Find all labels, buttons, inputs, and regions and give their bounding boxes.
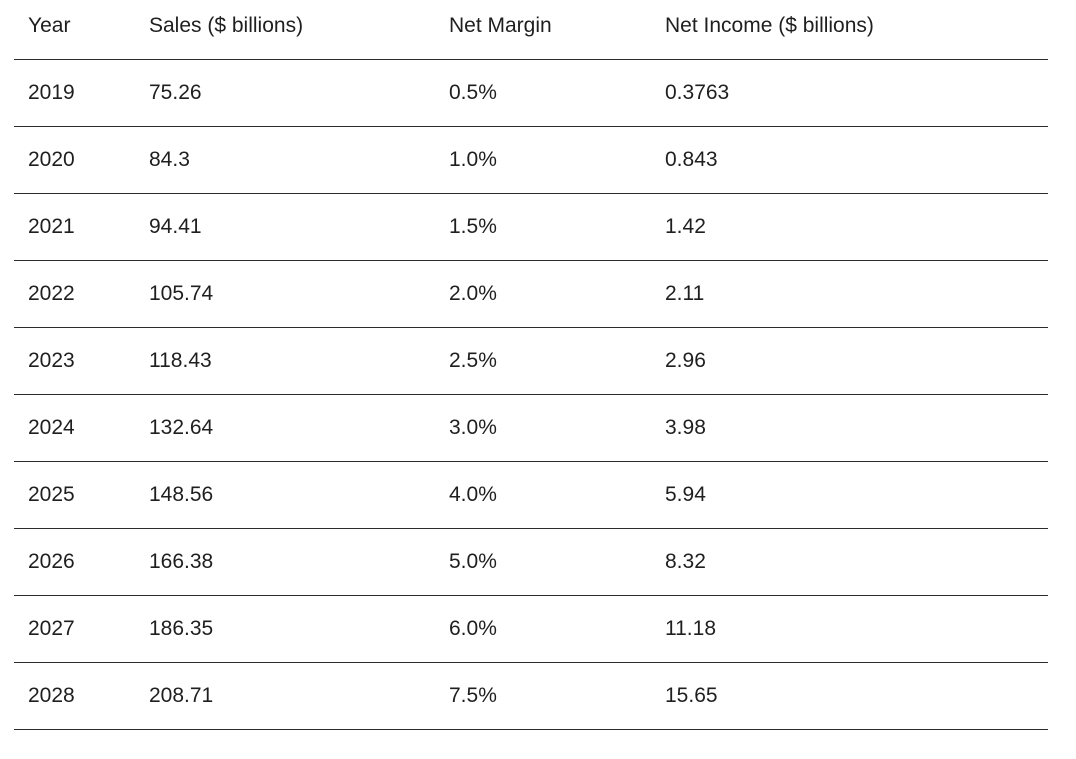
cell-sales: 132.64 [135,394,435,462]
cell-year: 2024 [14,394,135,462]
cell-year: 2022 [14,260,135,328]
header-net-margin: Net Margin [435,0,651,60]
table-row: 2023 118.43 2.5% 2.96 [14,327,1048,395]
cell-year: 2020 [14,126,135,194]
cell-net-income: 8.32 [651,528,1048,596]
cell-net-income: 2.96 [651,327,1048,395]
cell-sales: 94.41 [135,193,435,261]
cell-sales: 208.71 [135,662,435,730]
cell-net-margin: 5.0% [435,528,651,596]
table-header: Year Sales ($ billions) Net Margin Net I… [14,0,1048,60]
cell-net-margin: 6.0% [435,595,651,663]
cell-net-income: 5.94 [651,461,1048,529]
cell-sales: 105.74 [135,260,435,328]
cell-net-income: 15.65 [651,662,1048,730]
table-row: 2019 75.26 0.5% 0.3763 [14,59,1048,127]
header-sales: Sales ($ billions) [135,0,435,60]
cell-year: 2026 [14,528,135,596]
cell-net-income: 11.18 [651,595,1048,663]
cell-net-margin: 1.0% [435,126,651,194]
table-body: 2019 75.26 0.5% 0.3763 2020 84.3 1.0% 0.… [14,59,1048,730]
cell-sales: 75.26 [135,59,435,127]
header-row: Year Sales ($ billions) Net Margin Net I… [14,0,1048,60]
cell-year: 2023 [14,327,135,395]
table-row: 2026 166.38 5.0% 8.32 [14,528,1048,596]
table-row: 2024 132.64 3.0% 3.98 [14,394,1048,462]
cell-net-income: 1.42 [651,193,1048,261]
cell-net-income: 0.843 [651,126,1048,194]
cell-year: 2027 [14,595,135,663]
financial-projection-table: Year Sales ($ billions) Net Margin Net I… [14,0,1048,730]
cell-net-income: 3.98 [651,394,1048,462]
table-row: 2027 186.35 6.0% 11.18 [14,595,1048,663]
cell-net-margin: 0.5% [435,59,651,127]
cell-net-income: 2.11 [651,260,1048,328]
header-year: Year [14,0,135,60]
table-row: 2021 94.41 1.5% 1.42 [14,193,1048,261]
table-row: 2022 105.74 2.0% 2.11 [14,260,1048,328]
cell-sales: 148.56 [135,461,435,529]
cell-sales: 118.43 [135,327,435,395]
table-row: 2028 208.71 7.5% 15.65 [14,662,1048,730]
cell-net-margin: 2.5% [435,327,651,395]
cell-year: 2019 [14,59,135,127]
cell-sales: 186.35 [135,595,435,663]
cell-sales: 166.38 [135,528,435,596]
cell-net-margin: 7.5% [435,662,651,730]
table-row: 2020 84.3 1.0% 0.843 [14,126,1048,194]
cell-net-margin: 4.0% [435,461,651,529]
cell-year: 2028 [14,662,135,730]
cell-net-margin: 2.0% [435,260,651,328]
table-row: 2025 148.56 4.0% 5.94 [14,461,1048,529]
cell-year: 2021 [14,193,135,261]
header-net-income: Net Income ($ billions) [651,0,1048,60]
cell-net-income: 0.3763 [651,59,1048,127]
cell-net-margin: 3.0% [435,394,651,462]
cell-sales: 84.3 [135,126,435,194]
cell-net-margin: 1.5% [435,193,651,261]
cell-year: 2025 [14,461,135,529]
financial-table-container: Year Sales ($ billions) Net Margin Net I… [14,0,1048,730]
